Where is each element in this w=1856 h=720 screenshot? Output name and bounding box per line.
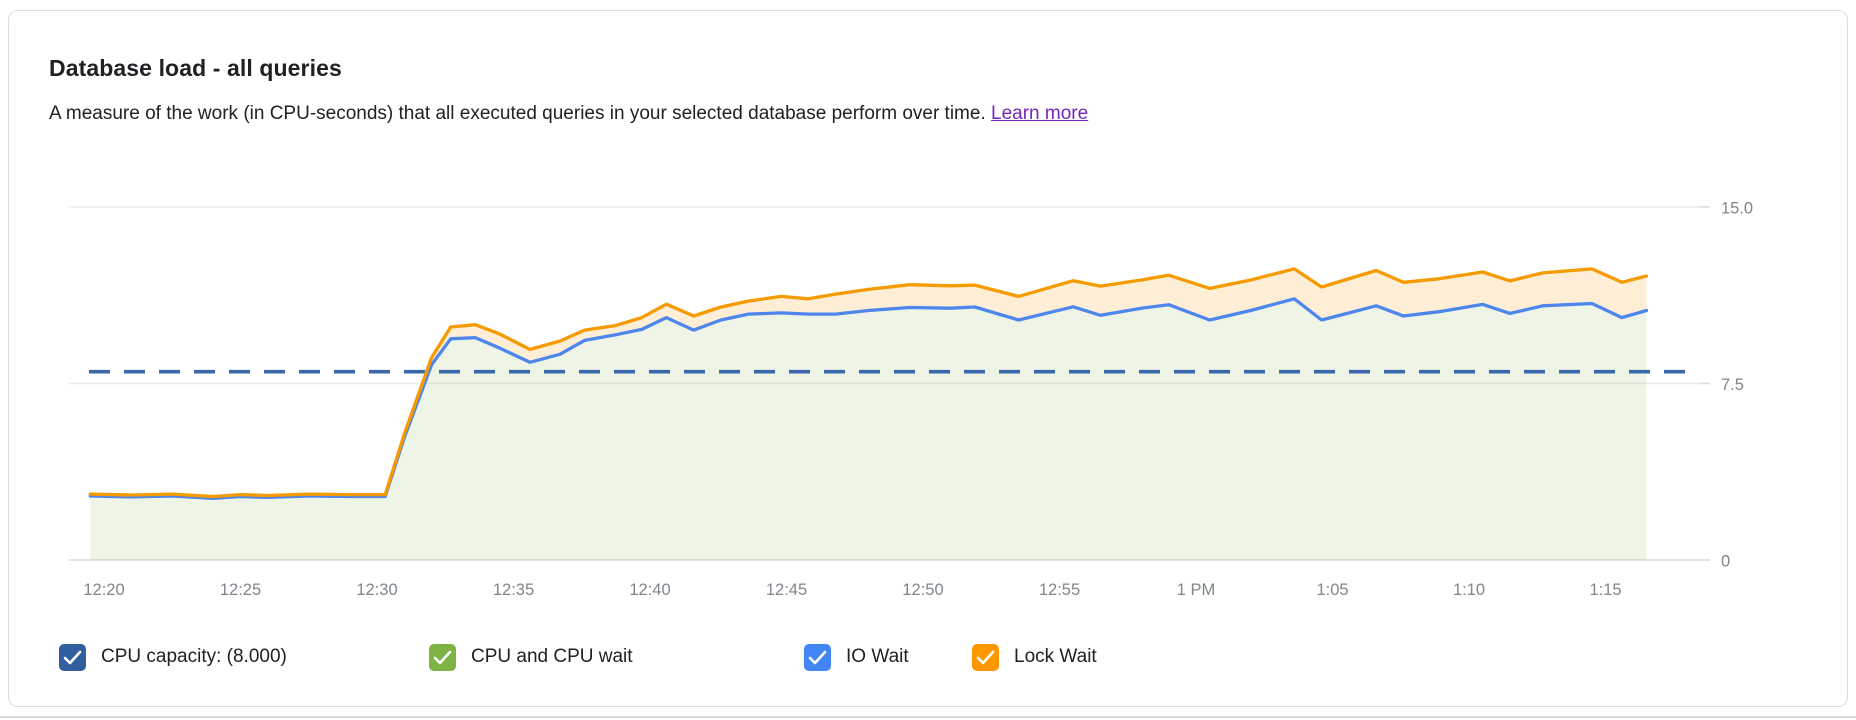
legend-item-cpu-and-cpu-wait[interactable]: CPU and CPU wait: [429, 643, 633, 671]
legend-label: Lock Wait: [1014, 646, 1097, 667]
checkmark-icon: [433, 650, 452, 664]
legend-item-cpu-capacity-8-000[interactable]: CPU capacity: (8.000): [59, 643, 287, 671]
y-axis-label: 15.0: [1721, 200, 1753, 218]
legend-item-io-wait[interactable]: IO Wait: [804, 643, 909, 671]
x-axis-label: 12:45: [766, 581, 807, 599]
legend-label: CPU and CPU wait: [471, 646, 633, 667]
checkmark-icon: [63, 650, 82, 664]
database-load-chart: 15.0 7.5 0 12:20 12:25 12:30 12:35 12:40 12:45 12…: [9, 161, 1856, 611]
legend-label: CPU capacity: (8.000): [101, 646, 287, 667]
x-axis-label: 12:50: [902, 581, 943, 599]
x-axis-label: 1 PM: [1177, 581, 1216, 599]
bottom-divider: [0, 716, 1856, 718]
lock-wait-line: [88, 267, 1649, 499]
y-axis-label: 0: [1721, 553, 1730, 571]
x-axis-label: 12:35: [493, 581, 534, 599]
cpu-wait-area: [90, 298, 1647, 560]
x-axis-label: 12:20: [83, 581, 124, 599]
legend-checkbox[interactable]: [972, 643, 999, 671]
x-axis-label: 1:05: [1316, 581, 1348, 599]
y-axis-label: 7.5: [1721, 376, 1744, 394]
legend-checkbox[interactable]: [59, 643, 86, 671]
page-title: Database load - all queries: [49, 55, 342, 81]
checkmark-icon: [808, 650, 827, 664]
x-axis-label: 12:55: [1039, 581, 1080, 599]
database-load-card: Database load - all queries A measure of…: [8, 10, 1848, 707]
chart-legend: CPU capacity: (8.000) CPU and CPU wait IO …: [9, 643, 1856, 673]
legend-checkbox[interactable]: [429, 643, 456, 671]
chart-canvas: 15.0 7.5 0 12:20 12:25 12:30 12:35 12:40 12:45 12…: [69, 200, 1753, 599]
learn-more-link[interactable]: Learn more: [991, 103, 1089, 124]
x-axis-label: 12:30: [356, 581, 397, 599]
x-axis-label: 12:40: [629, 581, 670, 599]
x-axis-label: 1:15: [1589, 581, 1621, 599]
checkmark-icon: [976, 650, 995, 664]
plot-area[interactable]: [69, 207, 1699, 560]
x-axis-label: 12:25: [220, 581, 261, 599]
chart-description: A measure of the work (in CPU-seconds) t…: [49, 103, 1089, 124]
x-axis-label: 1:10: [1453, 581, 1485, 599]
legend-item-lock-wait[interactable]: Lock Wait: [972, 643, 1097, 671]
legend-checkbox[interactable]: [804, 643, 831, 671]
io-wait-line: [88, 297, 1649, 500]
legend-label: IO Wait: [846, 646, 909, 667]
